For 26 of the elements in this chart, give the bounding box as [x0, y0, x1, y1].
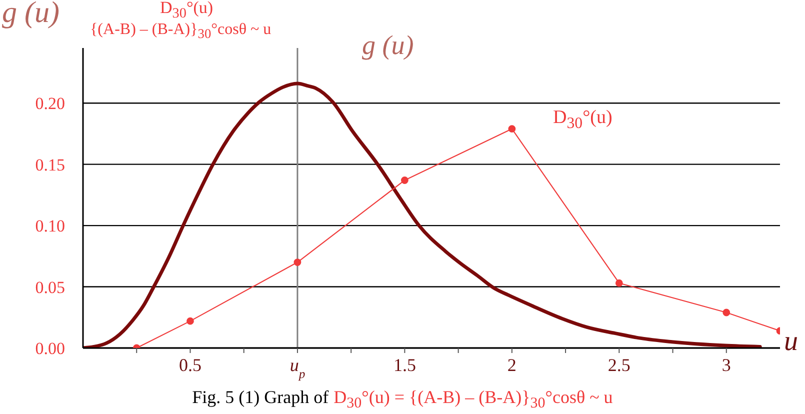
- y-tick-label: 0.05: [35, 278, 65, 297]
- point: [400, 176, 408, 184]
- point: [722, 308, 730, 316]
- text: {(A-B) – (B-A)}$_{30}$°cosθ ~ u: [90, 21, 272, 42]
- series-label: g (u): [362, 30, 414, 60]
- x-tick-label: 3: [722, 355, 731, 375]
- caption: Fig. 5 (1) Graph of: [192, 387, 329, 407]
- point: [294, 258, 302, 266]
- x-tick-label: 2.5: [608, 355, 630, 375]
- x-tick-label: u$_{p}$: [290, 355, 306, 381]
- line-series: [83, 82, 762, 348]
- x-axis-title: u: [784, 326, 798, 357]
- y-tick-label: 0.15: [35, 155, 65, 174]
- y-tick-label: 0.10: [35, 216, 65, 236]
- x-tick-label: 2: [507, 355, 516, 375]
- y-tick-label: 0.20: [35, 94, 65, 114]
- x-tick-label: 1.5: [393, 355, 416, 375]
- series-label: D$_{30}$°(u): [553, 107, 612, 132]
- x-tick-label: 0.5: [178, 355, 202, 375]
- y-axis-title: g (u): [2, 0, 60, 29]
- text: D$_{30}$°(u): [160, 0, 214, 22]
- text: D$_{30}$°(u) = {(A-B) – (B-A)}$_{30}$°cosθ ~ u: [334, 387, 613, 412]
- point: [615, 279, 623, 287]
- point: [186, 317, 194, 325]
- y-tick-label: 0.00: [35, 339, 65, 358]
- point: [508, 125, 516, 133]
